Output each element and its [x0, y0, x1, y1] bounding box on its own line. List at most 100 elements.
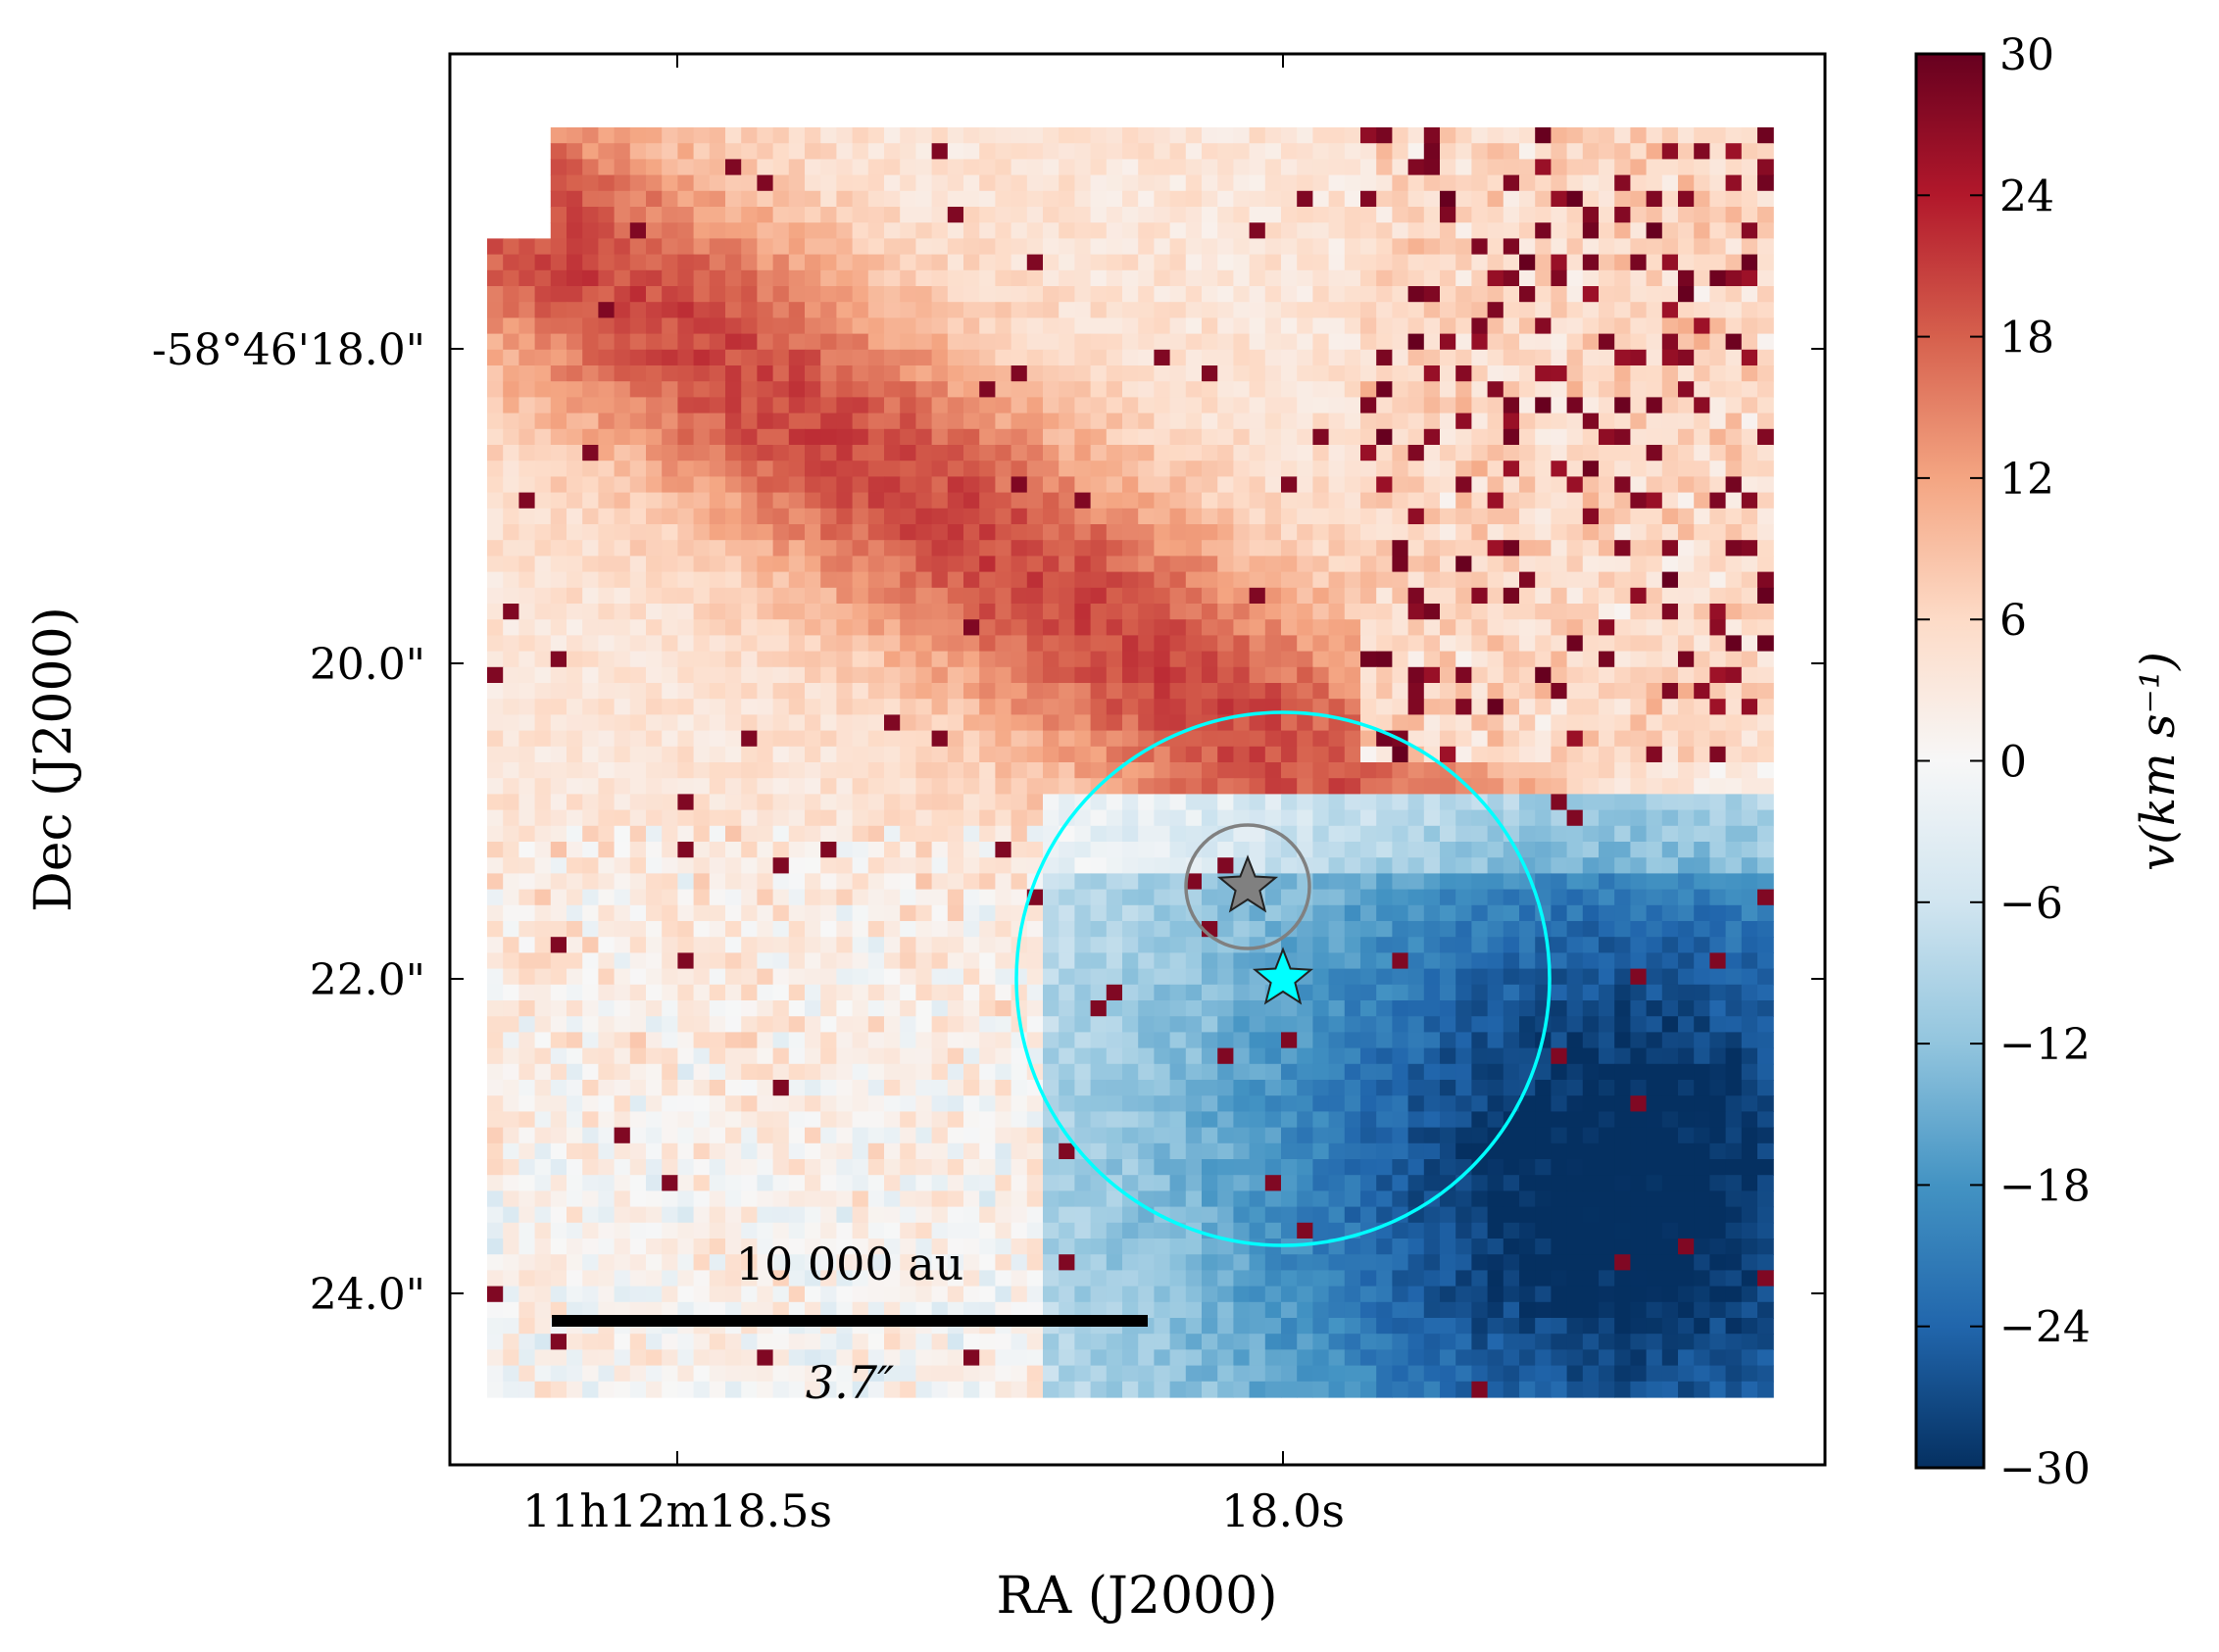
map-pixel — [1630, 937, 1648, 953]
map-pixel — [709, 476, 726, 494]
map-pixel — [1630, 540, 1648, 557]
map-pixel — [1487, 238, 1504, 256]
map-pixel — [1599, 190, 1615, 208]
map-pixel — [1011, 540, 1028, 557]
map-pixel — [947, 968, 964, 986]
map-pixel — [1630, 842, 1648, 858]
map-pixel — [1122, 968, 1139, 986]
map-pixel — [1503, 143, 1520, 160]
map-pixel — [1217, 651, 1234, 668]
map-pixel — [1471, 968, 1489, 986]
map-pixel — [582, 666, 599, 684]
map-pixel — [1154, 794, 1171, 811]
map-pixel — [867, 492, 885, 510]
map-pixel — [1725, 238, 1743, 256]
map-pixel — [550, 730, 567, 748]
map-pixel — [1678, 222, 1695, 239]
map-pixel — [550, 365, 567, 382]
map-pixel — [582, 143, 599, 160]
map-pixel — [963, 699, 980, 715]
map-pixel — [1646, 508, 1663, 525]
map-pixel — [1074, 842, 1092, 858]
map-pixel — [1169, 842, 1187, 858]
map-pixel — [1328, 904, 1346, 922]
map-pixel — [1661, 254, 1679, 271]
map-pixel — [1312, 794, 1330, 811]
map-pixel — [772, 333, 790, 351]
map-pixel — [1455, 1032, 1472, 1049]
map-pixel — [550, 699, 567, 715]
map-pixel — [503, 968, 519, 986]
map-pixel — [1487, 556, 1504, 573]
map-pixel — [788, 508, 806, 525]
map-pixel — [1487, 873, 1504, 891]
map-pixel — [1264, 174, 1282, 192]
map-pixel — [550, 937, 567, 953]
map-pixel — [518, 1095, 536, 1112]
map-pixel — [1503, 968, 1520, 986]
map-pixel — [1455, 269, 1472, 287]
map-pixel — [1630, 1095, 1648, 1112]
map-pixel — [1138, 445, 1155, 462]
map-pixel — [1392, 921, 1409, 938]
map-pixel — [1185, 746, 1203, 763]
map-pixel — [1249, 1080, 1266, 1096]
map-pixel — [1630, 476, 1648, 494]
map-pixel — [1344, 778, 1361, 795]
map-pixel — [646, 190, 663, 208]
map-pixel — [1360, 683, 1377, 700]
map-pixel — [1757, 619, 1774, 636]
map-pixel — [1661, 746, 1679, 763]
map-pixel — [1440, 238, 1456, 256]
map-pixel — [1249, 1095, 1266, 1112]
map-pixel — [1725, 381, 1743, 398]
map-pixel — [1678, 365, 1695, 382]
map-pixel — [1328, 127, 1346, 144]
map-pixel — [1455, 159, 1472, 176]
map-pixel — [1122, 190, 1139, 208]
map-pixel — [550, 746, 567, 763]
map-pixel — [1122, 937, 1139, 953]
map-pixel — [1106, 651, 1123, 668]
map-pixel — [1423, 428, 1441, 446]
map-pixel — [614, 666, 631, 684]
map-pixel — [1281, 1032, 1298, 1049]
map-pixel — [1059, 476, 1075, 494]
map-pixel — [805, 524, 821, 541]
map-pixel — [1392, 254, 1409, 271]
map-pixel — [550, 1016, 567, 1033]
map-pixel — [1233, 428, 1251, 446]
map-pixel — [1074, 825, 1092, 843]
map-pixel — [1440, 222, 1456, 239]
map-pixel — [1138, 842, 1155, 858]
map-pixel — [1582, 540, 1600, 557]
map-pixel — [534, 619, 552, 636]
map-pixel — [1138, 571, 1155, 589]
map-pixel — [614, 571, 631, 589]
map-pixel — [1646, 492, 1663, 510]
map-pixel — [503, 604, 519, 620]
map-pixel — [1725, 746, 1743, 763]
map-pixel — [963, 984, 980, 1001]
map-pixel — [788, 524, 806, 541]
map-pixel — [931, 904, 949, 922]
map-pixel — [1487, 666, 1504, 684]
map-pixel — [629, 508, 647, 525]
map-pixel — [820, 873, 837, 891]
map-pixel — [1122, 508, 1139, 525]
map-pixel — [1757, 143, 1774, 160]
map-pixel — [1646, 794, 1663, 811]
map-pixel — [1026, 984, 1044, 1001]
map-pixel — [820, 651, 837, 668]
map-pixel — [1297, 524, 1313, 541]
map-pixel — [1026, 921, 1044, 938]
map-pixel — [1519, 904, 1536, 922]
map-pixel — [1709, 1047, 1727, 1065]
map-pixel — [1423, 413, 1441, 430]
map-pixel — [1503, 825, 1520, 843]
map-pixel — [884, 921, 901, 938]
map-pixel — [963, 445, 980, 462]
map-pixel — [1043, 254, 1060, 271]
map-pixel — [1185, 127, 1203, 144]
map-pixel — [1090, 1032, 1108, 1049]
